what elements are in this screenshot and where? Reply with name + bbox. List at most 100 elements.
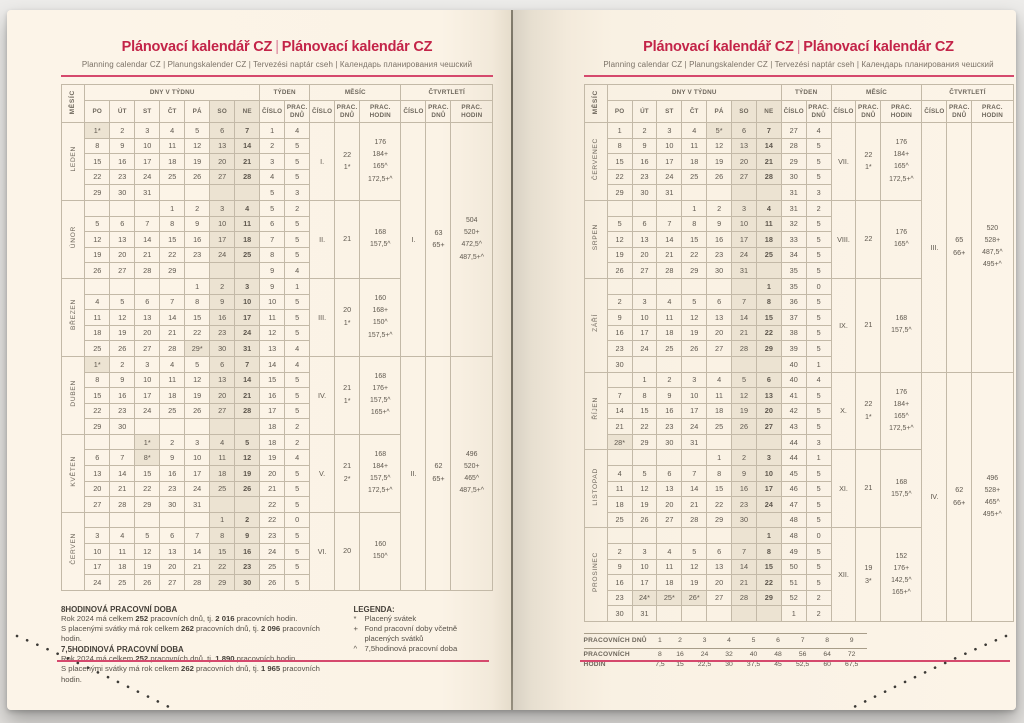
day-cell: 18 xyxy=(159,153,186,170)
day-cell: 15 xyxy=(755,309,782,326)
planner-spread: Plánovací kalendář CZ | Plánovací kalendár… xyxy=(7,10,1016,710)
month-label: ČERVENEC xyxy=(583,122,608,201)
week-number-cell: 25 xyxy=(259,558,286,576)
header-quarter-group: ČTVRTLETÍ xyxy=(400,84,493,101)
day-cell: 3 xyxy=(84,527,111,545)
day-cell: 17 xyxy=(184,465,211,482)
day-cell xyxy=(755,262,782,279)
value-line: 487,5+^ xyxy=(459,487,484,495)
day-cell: 6 xyxy=(731,122,757,139)
month-hours-cell: 152 176+ 142,5^ 165+^ xyxy=(880,527,923,622)
day-cell: 5 xyxy=(731,371,757,389)
header-subcolumn: PRAC. HODIN xyxy=(971,100,1014,123)
day-cell: 16 xyxy=(606,574,633,591)
week-workdays-cell: 3 xyxy=(284,184,311,201)
day-cell: 3 xyxy=(731,199,757,217)
week-workdays-cell: 5 xyxy=(284,480,311,498)
day-cell: 29 xyxy=(755,340,782,357)
day-cell: 18 xyxy=(656,574,683,591)
value-line: 157,5^ xyxy=(891,490,912,498)
week-workdays-cell: 0 xyxy=(805,277,832,295)
day-cell: 11 xyxy=(656,558,683,576)
day-cell: 22 xyxy=(134,480,161,498)
quarter-number-cell: III. xyxy=(921,122,948,373)
day-cell: 4 xyxy=(109,527,136,545)
day-cell: 13 xyxy=(209,137,236,155)
month-label: ČERVEN xyxy=(60,511,86,591)
week-number-cell: 12 xyxy=(259,324,286,342)
week-workdays-cell: 5 xyxy=(805,137,832,155)
value-line: 150^ xyxy=(372,553,388,561)
day-cell xyxy=(209,184,236,201)
value-line: 160 xyxy=(374,295,387,303)
day-cell: 3 xyxy=(184,433,211,451)
month-number-cell: X. xyxy=(830,371,857,451)
week-workdays-cell: 5 xyxy=(805,309,832,326)
day-cell: 28 xyxy=(656,262,683,279)
week-workdays-cell: 3 xyxy=(805,184,832,201)
day-cell: 21 xyxy=(755,153,782,170)
day-cell xyxy=(234,496,261,513)
day-cell xyxy=(159,184,186,201)
day-cell: 14 xyxy=(234,371,261,389)
value-line: 176+ xyxy=(893,564,910,572)
month-hours-cell: 168 176+ 157,5^ 165+^ xyxy=(359,355,402,435)
value-line: 504 xyxy=(465,217,478,225)
week-row: LISTOPAD 1 2 3 44 1 XI. 21 168 157,5^ xyxy=(583,449,1013,529)
day-cell: 14 xyxy=(656,231,683,248)
week-workdays-cell: 5 xyxy=(805,574,832,591)
day-cell: 1 xyxy=(159,199,186,217)
day-cell: 13 xyxy=(706,558,733,576)
day-cell: 13 xyxy=(159,543,186,560)
day-cell xyxy=(109,199,136,217)
day-cell: 21 xyxy=(234,387,261,404)
week-workdays-cell: 4 xyxy=(284,355,311,373)
month-workdays-cell: 21 2* xyxy=(334,433,361,513)
day-cell: 13 xyxy=(84,465,111,482)
week-workdays-cell: 5 xyxy=(284,324,311,342)
value-line: 157,5^ xyxy=(370,475,391,483)
day-cell xyxy=(84,277,111,295)
hours-75-line: 15 xyxy=(676,660,684,668)
day-cell: 5 xyxy=(681,293,708,311)
value-line: 472,5^ xyxy=(461,241,482,249)
week-number-cell: 46 xyxy=(780,480,807,498)
footer-days-value: 4 xyxy=(720,633,738,649)
week-number-cell: 48 xyxy=(780,511,807,529)
day-cell: 16 xyxy=(209,309,236,326)
week-workdays-cell: 5 xyxy=(805,480,832,498)
month-number-cell: II. xyxy=(309,199,336,279)
week-row: LEDEN 1* 2 3 4 5 6 7 1 4 I. 22 1* 176 184+ 165^ 172,5+^ I… xyxy=(60,122,493,357)
week-workdays-cell: 5 xyxy=(805,387,832,404)
day-cell xyxy=(731,605,757,622)
week-workdays-cell: 5 xyxy=(284,137,311,155)
month-workdays-cell: 20 xyxy=(334,511,361,591)
week-row: 16 17 18 19 20 21 22 38 5 xyxy=(584,324,1013,342)
day-cell xyxy=(731,184,757,201)
week-workdays-cell: 4 xyxy=(284,340,311,357)
value-line: 165^ xyxy=(894,241,909,249)
week-number-cell: 22 xyxy=(259,496,286,513)
day-cell xyxy=(631,449,658,467)
day-cell: 8 xyxy=(159,215,186,233)
day-cell xyxy=(606,527,633,545)
day-cell: 22 xyxy=(209,558,236,576)
week-workdays-cell: 4 xyxy=(284,262,311,279)
day-cell: 9 xyxy=(234,527,261,545)
day-cell xyxy=(681,527,708,545)
value-line: 168 xyxy=(374,229,387,237)
day-cell: 4 xyxy=(159,122,186,139)
week-row: 30 31 1 2 xyxy=(584,605,1013,622)
value-line: 495+^ xyxy=(982,261,1002,269)
week-number-cell: 23 xyxy=(259,527,286,545)
day-cell: 12 xyxy=(84,231,111,248)
day-cell: 25 xyxy=(606,511,633,529)
header-day-pá: PÁ xyxy=(706,100,733,123)
day-cell: 1 xyxy=(606,122,633,139)
page-title-slovak: Plánovací kalendár CZ xyxy=(803,39,954,55)
footer-hours-value: 24 22,5 xyxy=(689,649,720,671)
header-subcolumn: ČÍSLO xyxy=(830,100,857,123)
day-cell: 16 xyxy=(731,480,757,498)
week-number-cell: 36 xyxy=(780,293,807,311)
